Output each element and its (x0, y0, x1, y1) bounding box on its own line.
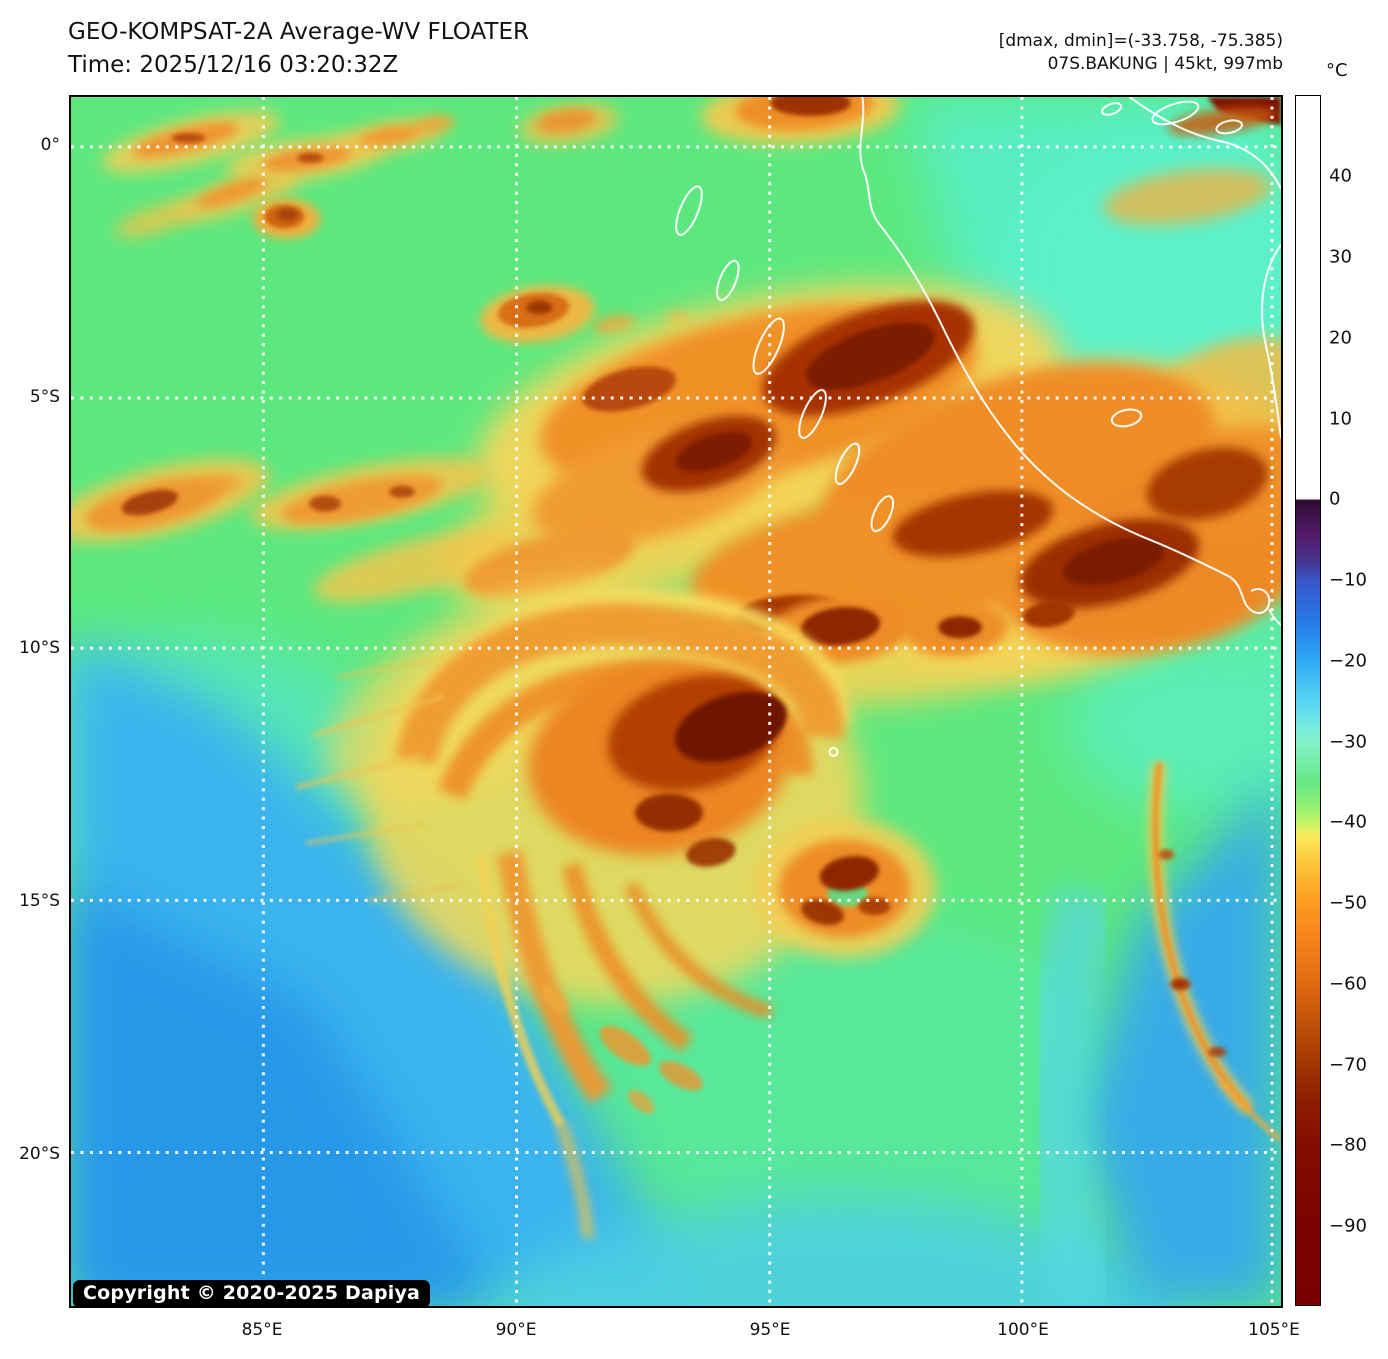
offshore-convective-line (1148, 761, 1281, 1142)
cb-tick-0: 0 (1329, 488, 1341, 510)
cb-tick-n50: −50 (1329, 892, 1367, 914)
lat-tick-20s: 20°S (19, 1144, 60, 1164)
cb-tick-n70: −70 (1329, 1054, 1367, 1076)
sumatra-west-coast (859, 97, 1281, 626)
lat-tick-0: 0° (40, 135, 60, 155)
lat-tick-10s: 10°S (19, 638, 60, 658)
copyright-badge: Copyright © 2020-2025 Dapiya (73, 1280, 431, 1308)
lon-tick-95e: 95°E (749, 1320, 791, 1340)
satellite-image (71, 97, 1281, 1306)
lon-tick-100e: 100°E (997, 1320, 1049, 1340)
storm-info-label: 07S.BAKUNG | 45kt, 997mb (1047, 54, 1283, 74)
cirrus-streaks (295, 653, 465, 903)
cb-tick-n40: −40 (1329, 811, 1367, 833)
annotation-block: [dmax, dmin]=(-33.758, -75.385) 07S.BAKU… (999, 30, 1283, 76)
dry-region-southeast (1077, 774, 1281, 1306)
lat-tick-15s: 15°S (19, 891, 60, 911)
cb-tick-40: 40 (1329, 165, 1352, 187)
lat-tick-5s: 5°S (29, 387, 60, 407)
title-block: GEO-KOMPSAT-2A Average-WV FLOATER Time: … (68, 16, 529, 82)
gridlines (71, 97, 1281, 1306)
lon-tick-105e: 105°E (1248, 1320, 1300, 1340)
colorbar-unit: °C (1326, 60, 1348, 81)
tropical-cyclone (295, 580, 937, 1239)
cb-tick-20: 20 (1329, 327, 1352, 349)
cb-tick-n60: −60 (1329, 973, 1367, 995)
satellite-map (69, 95, 1283, 1308)
dmax-dmin-label: [dmax, dmin]=(-33.758, -75.385) (998, 31, 1283, 51)
cb-tick-30: 30 (1329, 246, 1352, 268)
cyclone-cold-core (674, 691, 787, 763)
temperature-colorbar (1295, 95, 1321, 1306)
cb-tick-n90: −90 (1329, 1215, 1367, 1237)
eastern-cloud-cluster (752, 818, 937, 959)
page-title: GEO-KOMPSAT-2A Average-WV FLOATER (68, 19, 529, 45)
coastlines (675, 97, 1281, 757)
cb-tick-n10: −10 (1329, 569, 1367, 591)
lon-tick-90e: 90°E (495, 1320, 537, 1340)
cb-tick-n20: −20 (1329, 650, 1367, 672)
timestamp: Time: 2025/12/16 03:20:32Z (68, 52, 399, 78)
island-chain (675, 185, 895, 533)
lon-tick-85e: 85°E (241, 1320, 283, 1340)
east-coast (1260, 243, 1281, 439)
cb-tick-10: 10 (1329, 408, 1352, 430)
cb-tick-n30: −30 (1329, 731, 1367, 753)
cb-tick-n80: −80 (1329, 1134, 1367, 1156)
